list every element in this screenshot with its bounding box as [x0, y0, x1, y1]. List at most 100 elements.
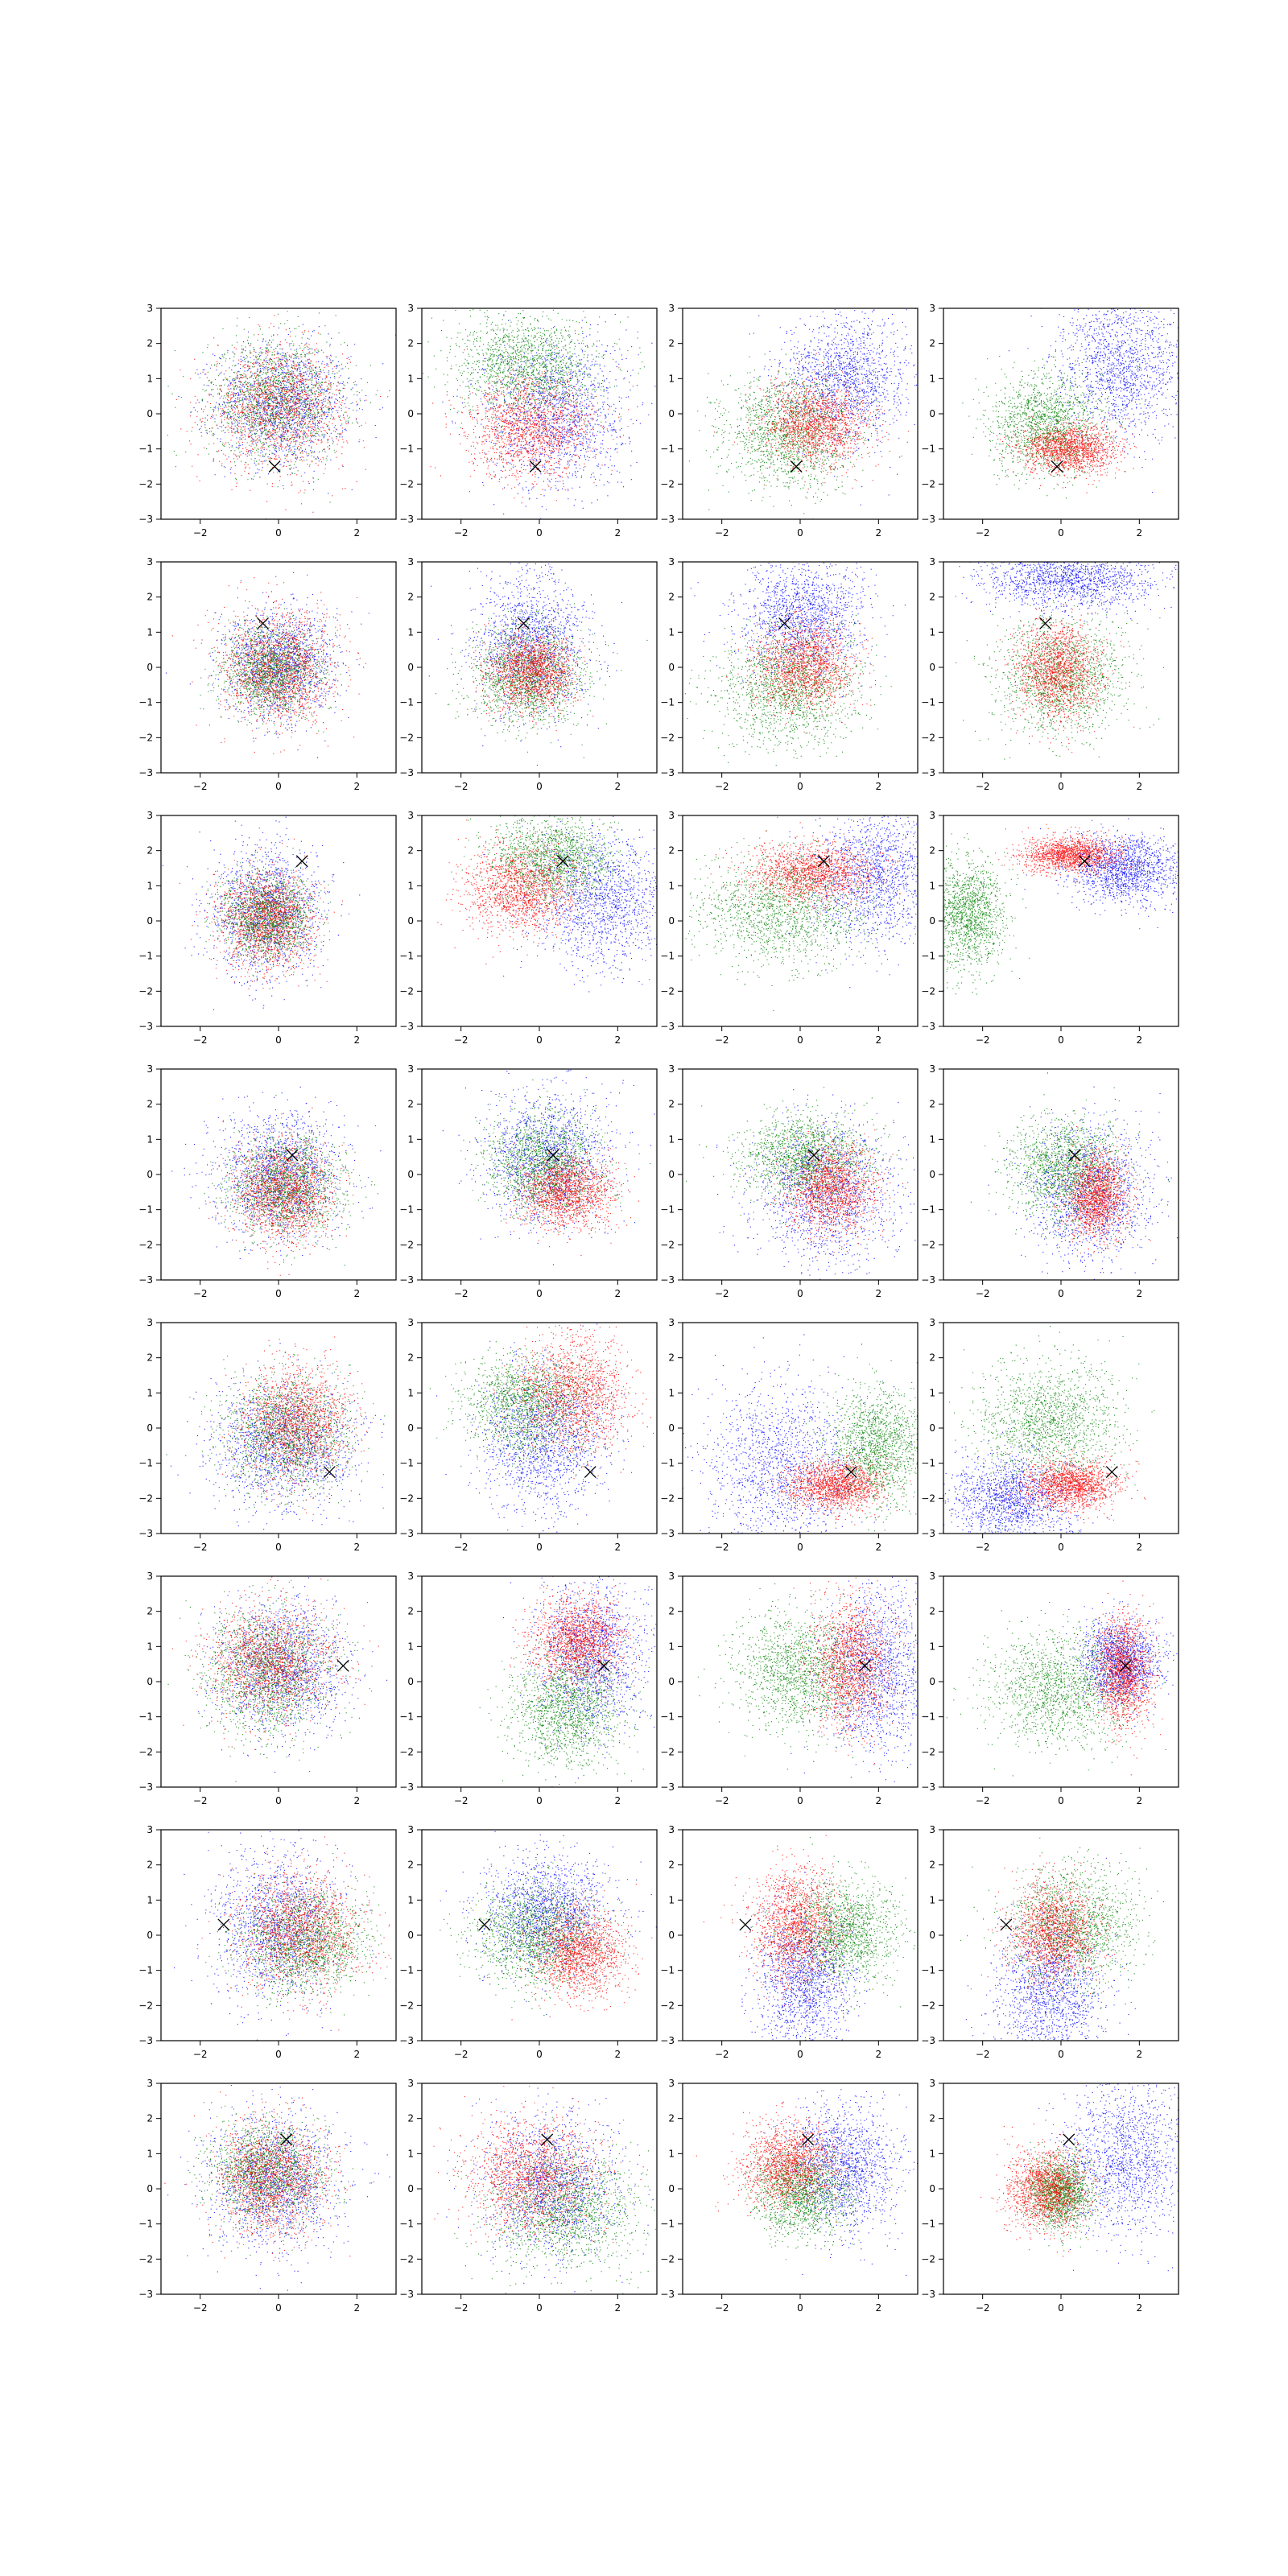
- y-tick-label: −1: [660, 1458, 675, 1469]
- y-tick-label: 2: [147, 1606, 153, 1617]
- y-tick-label: −2: [660, 1746, 675, 1757]
- y-tick-label: 2: [147, 2113, 153, 2124]
- y-tick-label: 2: [147, 592, 153, 603]
- x-tick-label: −2: [976, 1034, 990, 1046]
- y-tick-label: −3: [138, 1528, 153, 1539]
- y-tick-label: 1: [929, 373, 935, 384]
- y-tick-label: −2: [138, 2253, 153, 2264]
- x-tick-label: 2: [615, 1795, 621, 1806]
- y-tick-label: −1: [138, 1965, 153, 1976]
- y-tick-label: 2: [668, 1606, 675, 1617]
- y-tick-label: 3: [668, 1317, 675, 1328]
- x-tick-label: 0: [275, 527, 282, 539]
- x-tick-label: −2: [976, 1542, 990, 1553]
- y-tick-label: −1: [660, 1711, 675, 1723]
- y-tick-label: 3: [668, 1824, 675, 1835]
- y-tick-label: 1: [407, 373, 414, 384]
- x-tick-label: 0: [1058, 2049, 1064, 2060]
- y-tick-label: −1: [660, 1204, 675, 1216]
- y-tick-label: −1: [399, 1711, 414, 1723]
- y-tick-label: −3: [399, 1274, 414, 1286]
- x-tick-label: −2: [454, 781, 469, 792]
- y-tick-label: 1: [668, 626, 675, 638]
- y-tick-label: 3: [929, 1824, 935, 1835]
- y-tick-label: −1: [399, 1458, 414, 1469]
- y-tick-label: −3: [660, 2289, 675, 2300]
- y-tick-label: 3: [668, 1571, 675, 1582]
- x-tick-label: −2: [976, 2049, 990, 2060]
- y-tick-label: 3: [929, 810, 935, 821]
- y-tick-label: −2: [921, 2253, 935, 2264]
- y-tick-label: −3: [399, 514, 414, 525]
- y-tick-label: −2: [660, 732, 675, 743]
- y-tick-label: −1: [921, 1965, 935, 1976]
- x-tick-label: 2: [354, 2049, 361, 2060]
- y-tick-label: 2: [668, 338, 675, 349]
- x-tick-label: −2: [715, 1288, 729, 1299]
- y-tick-label: 1: [929, 2148, 935, 2159]
- x-tick-label: −2: [193, 1542, 208, 1553]
- y-tick-label: 0: [407, 1422, 414, 1434]
- x-tick-label: −2: [976, 1288, 990, 1299]
- y-tick-label: 0: [929, 408, 935, 419]
- y-tick-label: 2: [147, 1352, 153, 1364]
- y-tick-label: −3: [660, 2035, 675, 2046]
- y-tick-label: 2: [668, 2113, 675, 2124]
- y-tick-label: 3: [147, 810, 153, 821]
- x-tick-label: 2: [615, 2302, 621, 2314]
- x-tick-label: 2: [354, 1542, 361, 1553]
- y-tick-label: −3: [138, 767, 153, 778]
- x-tick-label: 2: [876, 1288, 882, 1299]
- y-tick-label: −3: [399, 1528, 414, 1539]
- y-tick-label: −2: [660, 478, 675, 489]
- y-tick-label: 1: [929, 880, 935, 891]
- x-tick-label: 2: [876, 1034, 882, 1046]
- y-tick-label: 0: [147, 662, 153, 673]
- y-tick-label: 2: [407, 1099, 414, 1110]
- y-tick-label: 3: [407, 1824, 414, 1835]
- y-tick-label: −2: [399, 1746, 414, 1757]
- y-tick-label: 2: [668, 845, 675, 857]
- y-tick-label: 0: [929, 1422, 935, 1434]
- y-tick-label: 0: [147, 2183, 153, 2194]
- x-tick-label: 2: [354, 781, 361, 792]
- x-tick-label: 0: [1058, 527, 1064, 539]
- y-tick-label: 1: [407, 880, 414, 891]
- x-tick-label: −2: [715, 1034, 729, 1046]
- x-tick-label: 0: [797, 527, 803, 539]
- y-tick-label: 2: [147, 1860, 153, 1871]
- y-tick-label: 2: [668, 1099, 675, 1110]
- y-tick-label: −2: [660, 2000, 675, 2011]
- y-tick-label: 3: [929, 2078, 935, 2089]
- y-tick-label: 2: [407, 2113, 414, 2124]
- y-tick-label: −1: [660, 444, 675, 455]
- y-tick-label: −1: [138, 1458, 153, 1469]
- y-tick-label: 0: [407, 1676, 414, 1687]
- y-tick-label: −3: [399, 2289, 414, 2300]
- x-tick-label: 0: [275, 1542, 282, 1553]
- y-tick-label: 0: [929, 1676, 935, 1687]
- x-tick-label: 0: [275, 2302, 282, 2314]
- y-tick-label: −1: [921, 697, 935, 708]
- x-tick-label: 2: [354, 2302, 361, 2314]
- x-tick-label: 2: [615, 781, 621, 792]
- x-tick-label: 0: [536, 2049, 543, 2060]
- y-tick-label: 3: [407, 810, 414, 821]
- y-tick-label: 0: [668, 2183, 675, 2194]
- y-tick-label: −2: [399, 985, 414, 997]
- x-tick-label: −2: [976, 2302, 990, 2314]
- x-tick-label: 2: [1137, 2302, 1143, 2314]
- x-tick-label: −2: [454, 2302, 469, 2314]
- x-tick-label: 0: [1058, 1288, 1064, 1299]
- y-tick-label: 0: [147, 1422, 153, 1434]
- x-tick-label: −2: [193, 1034, 208, 1046]
- x-tick-label: −2: [454, 1542, 469, 1553]
- y-tick-label: −1: [399, 697, 414, 708]
- y-tick-label: 1: [929, 1641, 935, 1652]
- y-tick-label: 2: [929, 1099, 935, 1110]
- y-tick-label: −1: [660, 951, 675, 962]
- y-tick-label: −2: [921, 2000, 935, 2011]
- x-tick-label: 2: [354, 1034, 361, 1046]
- x-tick-label: 2: [354, 1288, 361, 1299]
- y-tick-label: −1: [138, 444, 153, 455]
